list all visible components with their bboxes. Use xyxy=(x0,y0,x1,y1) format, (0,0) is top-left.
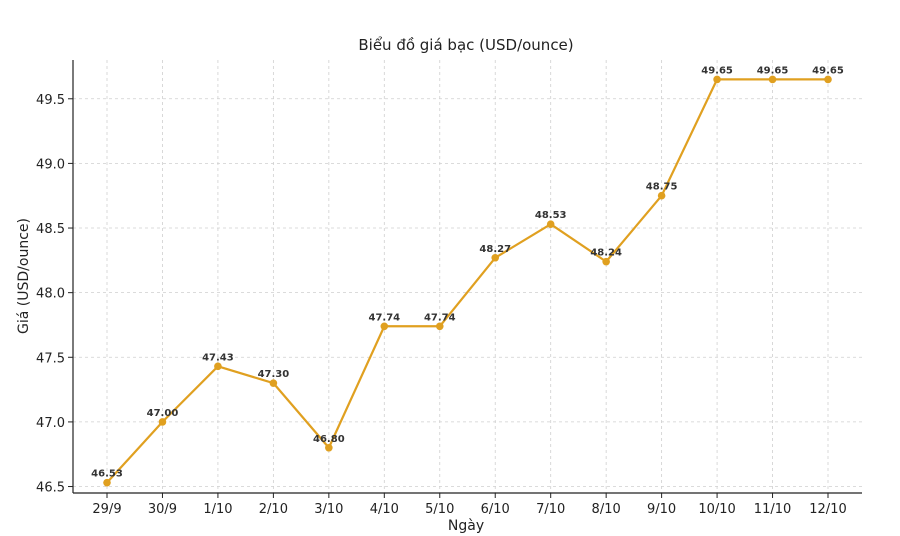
x-tick-label: 5/10 xyxy=(425,502,454,517)
chart-title: Biểu đồ giá bạc (USD/ounce) xyxy=(358,36,573,54)
data-label: 46.53 xyxy=(91,469,123,480)
data-label: 48.24 xyxy=(590,248,622,259)
data-label: 47.74 xyxy=(368,312,400,323)
data-label: 46.80 xyxy=(313,434,345,445)
y-tick-label: 47.5 xyxy=(36,351,65,366)
data-label: 48.75 xyxy=(646,182,678,193)
series-line xyxy=(106,78,828,484)
x-tick-label: 10/10 xyxy=(698,502,735,517)
axes xyxy=(72,60,862,494)
y-tick-label: 46.5 xyxy=(36,481,65,496)
data-label: 48.27 xyxy=(479,244,511,255)
x-tick-label: 9/10 xyxy=(647,502,676,517)
data-label: 48.53 xyxy=(535,210,567,221)
x-tick-label: 12/10 xyxy=(809,502,846,517)
x-tick-label: 7/10 xyxy=(536,502,565,517)
x-tick-label: 4/10 xyxy=(370,502,399,517)
x-tick-label: 6/10 xyxy=(481,502,510,517)
data-label: 49.65 xyxy=(757,65,789,76)
data-point xyxy=(768,75,777,84)
data-point xyxy=(657,191,666,200)
data-label: 47.43 xyxy=(202,352,234,363)
data-point xyxy=(602,257,610,266)
y-axis-label: Giá (USD/ounce) xyxy=(16,218,32,334)
data-point xyxy=(491,253,500,262)
data-labels: 46.53 47.00 47.43 47.30 46.80 47.74 47.74 48.27… xyxy=(91,65,844,479)
x-tick-label: 1/10 xyxy=(203,502,232,517)
data-point xyxy=(269,379,278,387)
data-point xyxy=(380,322,389,331)
x-tick-label: 30/9 xyxy=(148,502,177,517)
y-tick-label: 48.0 xyxy=(36,287,65,302)
series-group xyxy=(103,75,832,487)
data-point xyxy=(824,75,832,84)
y-tick-label: 48.5 xyxy=(36,222,65,237)
data-point xyxy=(214,362,222,371)
x-tick-label: 11/10 xyxy=(754,502,791,517)
grid xyxy=(73,60,862,493)
x-tick-label: 3/10 xyxy=(314,502,343,517)
x-tick-label: 29/9 xyxy=(92,502,121,517)
data-label: 49.65 xyxy=(812,65,844,76)
x-tick-label: 2/10 xyxy=(259,502,288,517)
data-label: 47.00 xyxy=(147,408,179,419)
y-axis-ticks: 46.5 47.0 47.5 48.0 48.5 49.0 49.5 xyxy=(36,93,73,496)
y-tick-label: 47.0 xyxy=(36,416,65,431)
data-label: 49.65 xyxy=(701,65,733,76)
y-tick-label: 49.5 xyxy=(36,93,65,108)
data-point xyxy=(435,322,444,331)
x-tick-label: 8/10 xyxy=(592,502,621,517)
data-label: 47.74 xyxy=(424,312,456,323)
data-point xyxy=(713,75,721,84)
x-axis-ticks: 29/9 30/9 1/10 2/10 3/10 4/10 5/10 6/10 7/10 8/10… xyxy=(92,493,847,517)
data-point xyxy=(103,478,111,487)
data-point xyxy=(325,443,333,452)
data-point xyxy=(546,220,555,228)
data-label: 47.30 xyxy=(258,369,290,380)
x-axis-label: Ngày xyxy=(448,518,484,534)
data-point xyxy=(158,418,167,426)
y-tick-label: 49.0 xyxy=(36,157,65,172)
